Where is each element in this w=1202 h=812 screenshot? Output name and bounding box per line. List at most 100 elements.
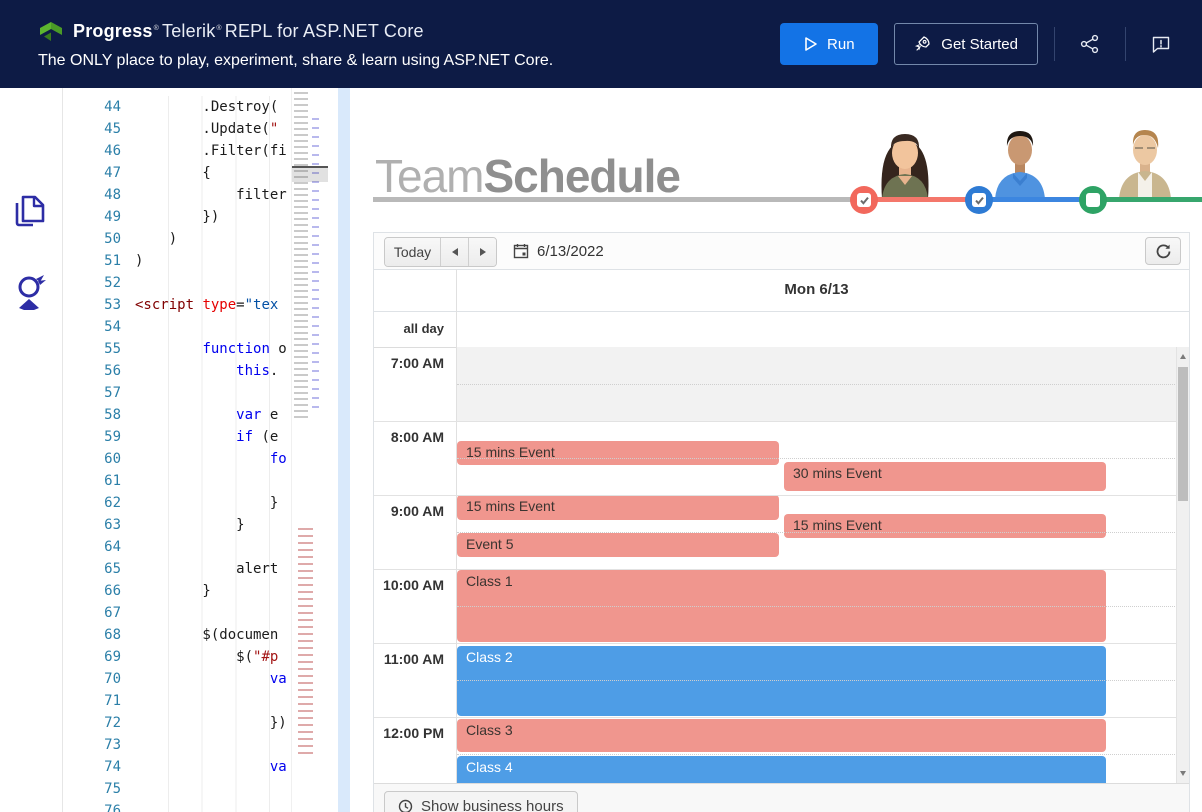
brand: Progress® Telerik® REPL for ASP.NET Core xyxy=(38,18,424,44)
editor-scrollbar[interactable] xyxy=(328,88,338,812)
time-label: 7:00 AM xyxy=(390,355,444,371)
code-text: va xyxy=(269,759,287,775)
line-number: 53 xyxy=(63,294,135,316)
show-business-hours-button[interactable]: Show business hours xyxy=(384,791,578,812)
line-number: 68 xyxy=(63,624,135,646)
member-checkbox-1[interactable] xyxy=(850,186,878,214)
run-button[interactable]: Run xyxy=(780,23,879,65)
code-line: 53 <script type="tex xyxy=(63,294,338,316)
hour-gridline xyxy=(374,643,1189,644)
code-line: 50 ) xyxy=(63,228,338,250)
scheduler-event[interactable]: Class 2 xyxy=(457,646,1106,716)
line-number: 59 xyxy=(63,426,135,448)
calendar-icon xyxy=(513,244,529,259)
checkbox-box xyxy=(972,193,986,207)
line-number: 64 xyxy=(63,536,135,558)
scroll-thumb[interactable] xyxy=(1178,367,1188,501)
scheduler-event[interactable]: 30 mins Event xyxy=(784,462,1106,491)
next-day-button[interactable] xyxy=(468,238,496,266)
scheduler-event[interactable]: 15 mins Event xyxy=(457,441,779,465)
today-button[interactable]: Today xyxy=(385,238,440,266)
line-number: 46 xyxy=(63,140,135,162)
line-number: 49 xyxy=(63,206,135,228)
line-number: 61 xyxy=(63,470,135,492)
scheduler-content: 15 mins Event 30 mins Event 15 mins Event 1… xyxy=(374,347,1189,783)
minimap-slider[interactable] xyxy=(292,166,328,182)
code-text: }) xyxy=(135,209,220,225)
play-icon xyxy=(805,37,817,51)
check-icon xyxy=(974,196,984,205)
line-number: 67 xyxy=(63,602,135,624)
line-number: 58 xyxy=(63,404,135,426)
get-started-button[interactable]: Get Started xyxy=(894,23,1038,65)
code-line: 65 alert xyxy=(63,558,338,580)
hour-gridline xyxy=(374,569,1189,570)
scheduler-scrollbar[interactable] xyxy=(1176,347,1189,783)
code-line: 66 } xyxy=(63,580,338,602)
scheduler: Today 6/13/2022 xyxy=(373,232,1190,812)
share-button[interactable] xyxy=(1071,25,1109,63)
tool-sidebar xyxy=(0,88,63,812)
line-number: 57 xyxy=(63,382,135,404)
code-text: .Filter(fi xyxy=(135,143,287,159)
code-text: $("#p xyxy=(135,649,279,665)
day-header-row: Mon 6/13 xyxy=(374,269,1189,312)
line-number: 60 xyxy=(63,448,135,470)
scheduler-event[interactable]: Event 5 xyxy=(457,533,779,557)
refresh-icon xyxy=(1156,243,1170,258)
code-line: 48 filter xyxy=(63,184,338,206)
refresh-button[interactable] xyxy=(1145,237,1181,265)
line-number: 51 xyxy=(63,250,135,272)
scheduler-footer: Show business hours xyxy=(374,783,1189,812)
scheduler-event[interactable]: 15 mins Event xyxy=(784,514,1106,538)
code-line: 59 if (e xyxy=(63,426,338,448)
tagline: The ONLY place to play, experiment, shar… xyxy=(38,52,554,69)
scroll-up-arrow[interactable] xyxy=(1180,354,1186,359)
ninja-icon xyxy=(18,275,46,310)
line-number: 56 xyxy=(63,360,135,382)
code-line: 61 xyxy=(63,470,338,492)
code-line: 71 xyxy=(63,690,338,712)
timeline-segment xyxy=(864,197,979,202)
feedback-button[interactable] xyxy=(1142,25,1180,63)
code-line: 44 .Destroy( xyxy=(63,96,338,118)
code-line: 54 xyxy=(63,316,338,338)
code-line: 67 xyxy=(63,602,338,624)
prev-day-button[interactable] xyxy=(440,238,468,266)
half-hour-gridline xyxy=(457,680,1177,681)
code-line: 52 xyxy=(63,272,338,294)
code-line: 57 xyxy=(63,382,338,404)
scroll-down-arrow[interactable] xyxy=(1180,771,1186,776)
scheduler-event[interactable]: 15 mins Event xyxy=(457,495,779,520)
code-text: { xyxy=(135,165,211,181)
line-number: 76 xyxy=(63,800,135,812)
line-number: 75 xyxy=(63,778,135,800)
code-text: .Update(" xyxy=(135,121,279,137)
progress-logo-icon xyxy=(40,22,62,41)
code-text: fo xyxy=(269,451,287,467)
code-text: .Destroy( xyxy=(135,99,279,115)
snippets-button[interactable] xyxy=(13,194,49,230)
hour-gridline xyxy=(374,717,1189,718)
half-hour-gridline xyxy=(457,532,1177,533)
day-column[interactable]: 15 mins Event 30 mins Event 15 mins Event 1… xyxy=(456,347,1179,783)
line-number: 47 xyxy=(63,162,135,184)
scheduler-event[interactable]: Class 4 xyxy=(457,756,1106,783)
date-picker[interactable]: 6/13/2022 xyxy=(513,237,604,265)
member-checkbox-2[interactable] xyxy=(965,186,993,214)
scheduler-event[interactable]: Class 3 xyxy=(457,719,1106,752)
day-header: Mon 6/13 xyxy=(784,281,849,298)
code-line: 72 }) xyxy=(63,712,338,734)
minimap[interactable] xyxy=(291,88,328,812)
member-checkbox-3[interactable] xyxy=(1079,186,1107,214)
code-line: 60 fo xyxy=(63,448,338,470)
line-number: 66 xyxy=(63,580,135,602)
header-divider xyxy=(1125,27,1126,61)
code-line: 64 xyxy=(63,536,338,558)
team-timeline xyxy=(373,197,1202,202)
assistant-button[interactable] xyxy=(13,272,49,310)
pane-splitter[interactable] xyxy=(338,88,350,812)
code-editor[interactable]: 44 .Destroy(45 .Update(" 46 .Filter(fi 47 … xyxy=(63,88,338,812)
code-text: va xyxy=(269,671,287,687)
code-text: $(documen xyxy=(135,627,279,643)
